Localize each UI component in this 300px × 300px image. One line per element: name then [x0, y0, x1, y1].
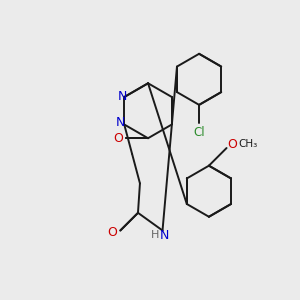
Text: N: N — [160, 229, 169, 242]
Text: N: N — [118, 91, 127, 103]
Text: O: O — [227, 138, 237, 151]
Text: H: H — [151, 230, 159, 240]
Text: N: N — [116, 116, 125, 129]
Text: CH₃: CH₃ — [238, 139, 258, 149]
Text: O: O — [107, 226, 117, 239]
Text: Cl: Cl — [193, 126, 205, 139]
Text: O: O — [114, 132, 124, 145]
